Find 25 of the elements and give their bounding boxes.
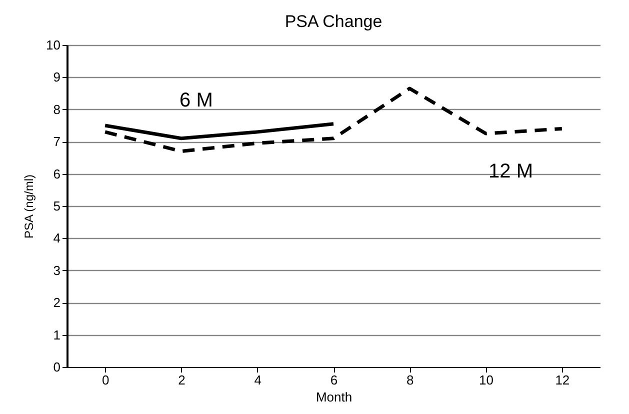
x-axis-title: Month — [316, 390, 352, 404]
y-tick-label: 9 — [53, 70, 60, 85]
y-tick-label: 4 — [53, 230, 60, 246]
series-label: 12 M — [488, 160, 534, 183]
y-tick-label: 7 — [53, 134, 60, 150]
line-series — [103, 122, 336, 140]
y-axis-title: PSA (ng/ml) — [22, 174, 36, 239]
x-tick-label: 10 — [479, 372, 494, 388]
y-tick-label: 2 — [53, 295, 60, 310]
x-tick-label: 12 — [555, 372, 570, 388]
y-tick-label: 6 — [53, 166, 60, 182]
y-tick-label: 3 — [53, 262, 60, 278]
x-tick-label: 4 — [254, 372, 262, 388]
y-tick-label: 5 — [53, 198, 60, 214]
line-series — [103, 86, 564, 154]
x-tick-label: 8 — [406, 372, 414, 388]
series-label: 6 M — [180, 89, 213, 112]
y-tick-label: 1 — [53, 327, 60, 342]
y-tick-label: 10 — [46, 38, 60, 52]
x-tick-label: 0 — [102, 372, 110, 388]
x-tick-label: 6 — [330, 372, 338, 388]
y-tick-label: 0 — [53, 360, 60, 374]
y-tick-label: 8 — [53, 102, 60, 117]
x-tick-label: 2 — [178, 372, 186, 388]
chart-title: PSA Change — [284, 12, 382, 31]
